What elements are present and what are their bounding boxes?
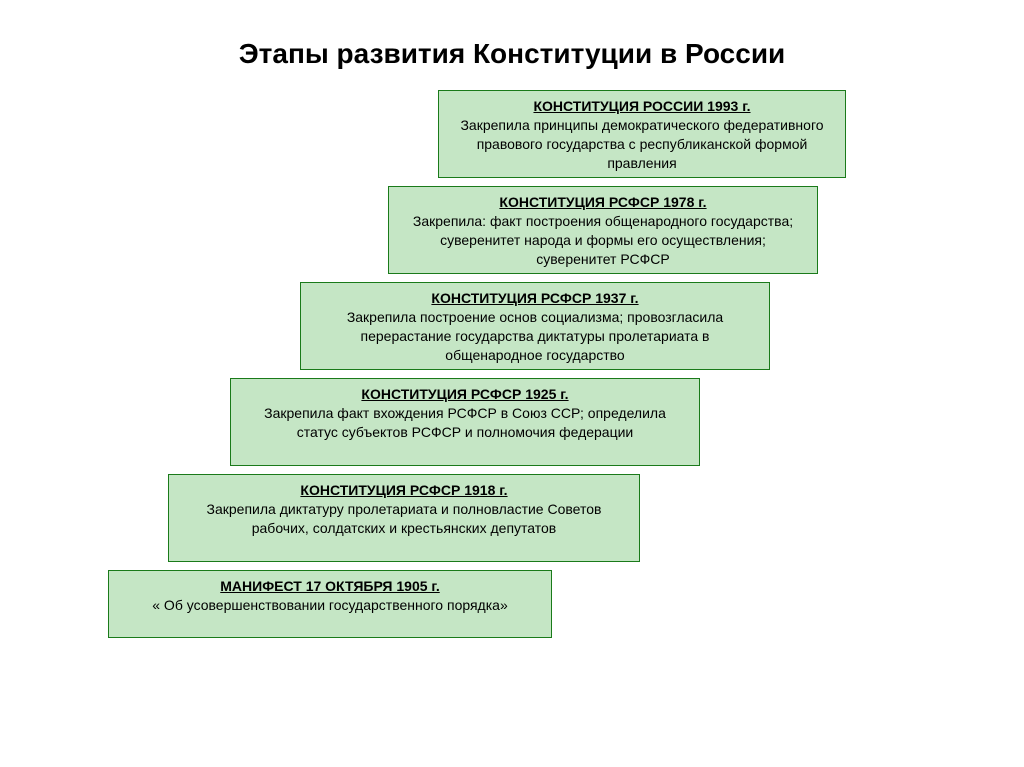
step-1978: КОНСТИТУЦИЯ РСФСР 1978 г. Закрепила: фак… — [388, 186, 818, 274]
step-body: « Об усовершенствовании государственного… — [121, 596, 539, 615]
step-title: МАНИФЕСТ 17 ОКТЯБРЯ 1905 г. — [121, 577, 539, 596]
step-body: Закрепила диктатуру пролетариата и полно… — [181, 500, 627, 538]
step-1918: КОНСТИТУЦИЯ РСФСР 1918 г. Закрепила дикт… — [168, 474, 640, 562]
step-title: КОНСТИТУЦИЯ РОССИИ 1993 г. — [451, 97, 833, 116]
step-1905: МАНИФЕСТ 17 ОКТЯБРЯ 1905 г. « Об усоверш… — [108, 570, 552, 638]
step-body: Закрепила факт вхождения РСФСР в Союз СС… — [243, 404, 687, 442]
steps-container: КОНСТИТУЦИЯ РОССИИ 1993 г. Закрепила при… — [0, 90, 1024, 730]
step-title: КОНСТИТУЦИЯ РСФСР 1918 г. — [181, 481, 627, 500]
step-title: КОНСТИТУЦИЯ РСФСР 1978 г. — [401, 193, 805, 212]
step-title: КОНСТИТУЦИЯ РСФСР 1937 г. — [313, 289, 757, 308]
step-body: Закрепила: факт построения общенародного… — [401, 212, 805, 269]
step-body: Закрепила построение основ социализма; п… — [313, 308, 757, 365]
step-1937: КОНСТИТУЦИЯ РСФСР 1937 г. Закрепила пост… — [300, 282, 770, 370]
step-1925: КОНСТИТУЦИЯ РСФСР 1925 г. Закрепила факт… — [230, 378, 700, 466]
step-body: Закрепила принципы демократического феде… — [451, 116, 833, 173]
step-title: КОНСТИТУЦИЯ РСФСР 1925 г. — [243, 385, 687, 404]
step-1993: КОНСТИТУЦИЯ РОССИИ 1993 г. Закрепила при… — [438, 90, 846, 178]
page-title: Этапы развития Конституции в России — [0, 0, 1024, 90]
